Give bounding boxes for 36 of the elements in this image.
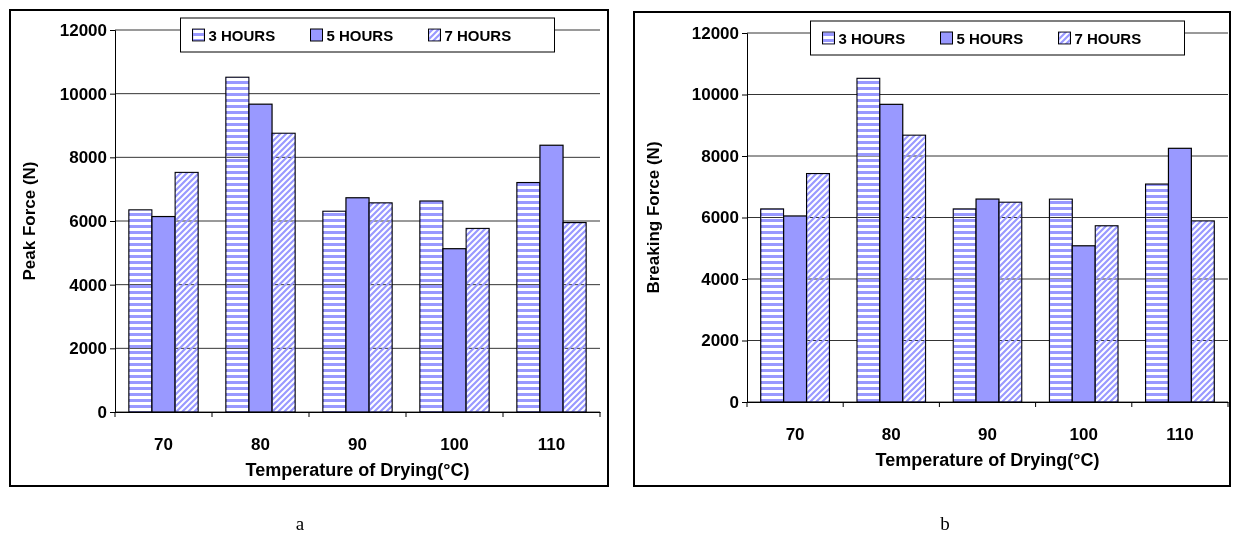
y-tick-label: 8000	[69, 148, 107, 168]
y-tick-label: 4000	[69, 275, 107, 295]
x-tick-label: 80	[881, 425, 901, 445]
y-axis-title: Breaking Force (N)	[644, 141, 663, 294]
x-tick-label: 110	[1166, 425, 1194, 445]
y-axis-title: Peak Force (N)	[20, 161, 39, 281]
y-tick-label: 0	[729, 392, 739, 412]
y-tick-label: 10000	[691, 85, 739, 105]
y-tick-label: 12000	[691, 23, 739, 43]
y-tick-label: 4000	[701, 269, 739, 289]
legend-label: 3 HOURS	[838, 30, 906, 47]
legend-label: 5 HOURS	[956, 30, 1024, 47]
legend-label: 3 HOURS	[208, 27, 276, 44]
y-tick-label: 12000	[59, 20, 107, 40]
y-tick-label: 6000	[701, 208, 739, 228]
text: b	[940, 513, 950, 534]
y-tick-label: 2000	[69, 339, 107, 359]
x-tick-label: 70	[785, 425, 805, 445]
y-tick-label: 2000	[701, 331, 739, 351]
y-tick-label: 8000	[701, 146, 739, 166]
x-tick-label: 110	[537, 435, 566, 455]
text: a	[295, 513, 305, 534]
x-tick-label: 70	[154, 435, 173, 455]
x-tick-label: 90	[978, 425, 997, 445]
legend-label: 7 HOURS	[1074, 30, 1142, 47]
legend-label: 7 HOURS	[444, 27, 512, 44]
x-axis-title: Temperature of Drying(°C)	[875, 450, 1100, 470]
y-tick-label: 10000	[59, 84, 107, 104]
x-tick-label: 80	[251, 435, 270, 455]
y-tick-label: 0	[97, 402, 107, 422]
legend-label: 5 HOURS	[326, 27, 394, 44]
x-tick-label: 90	[348, 435, 367, 455]
x-axis-title: Temperature of Drying(°C)	[245, 460, 470, 480]
y-tick-label: 6000	[69, 211, 107, 231]
x-tick-label: 100	[440, 435, 469, 455]
x-tick-label: 100	[1069, 425, 1098, 445]
